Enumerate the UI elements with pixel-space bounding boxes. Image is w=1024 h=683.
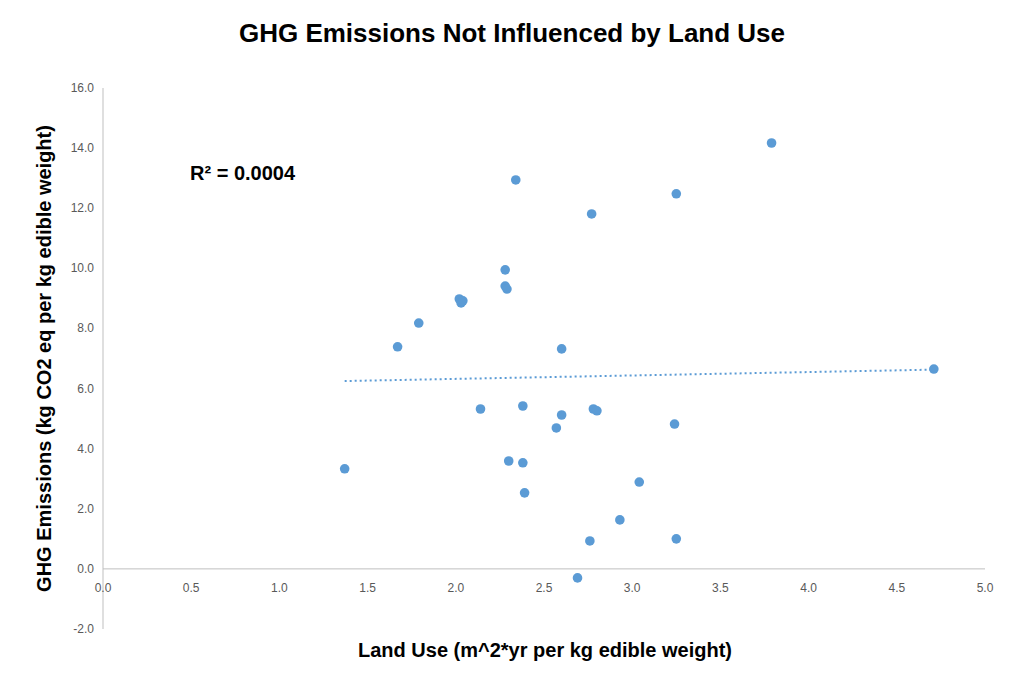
x-tick-label: 0.5 <box>183 581 200 595</box>
point <box>500 265 510 275</box>
point <box>587 209 597 219</box>
point <box>634 477 644 487</box>
point <box>340 464 350 474</box>
point <box>552 423 562 433</box>
x-tick-label: 1.5 <box>359 581 376 595</box>
point <box>557 410 567 420</box>
point <box>592 406 602 416</box>
x-tick-label: 4.0 <box>800 581 817 595</box>
point <box>393 342 403 352</box>
title: GHG Emissions Not Influenced by Land Use <box>239 18 785 48</box>
point <box>458 296 468 306</box>
point <box>502 284 512 294</box>
point <box>672 189 682 199</box>
x-tick-label: 0.0 <box>95 581 112 595</box>
x-tick-label: 1.0 <box>271 581 288 595</box>
x-tick-label: 3.0 <box>624 581 641 595</box>
y-tick-label: 14.0 <box>71 141 95 155</box>
y-tick-label: 10.0 <box>71 261 95 275</box>
y-tick-label: 2.0 <box>77 502 94 516</box>
y-axis-title: GHG Emissions (kg CO2 eq per kg edible w… <box>33 125 55 592</box>
y-tick-label: 16.0 <box>71 81 95 95</box>
point <box>672 534 682 544</box>
x-axis-title: Land Use (m^2*yr per kg edible weight) <box>358 639 732 661</box>
y-tick-label: 4.0 <box>77 442 94 456</box>
point <box>585 536 595 546</box>
point <box>615 515 625 525</box>
y-tick-label: 0.0 <box>77 562 94 576</box>
point <box>476 404 486 414</box>
x-axis-line <box>103 568 985 569</box>
x-tick-label: 5.0 <box>977 581 994 595</box>
point <box>767 138 777 148</box>
point <box>504 456 514 466</box>
trend-line <box>345 370 934 381</box>
chart: GHG Emissions Not Influenced by Land Use… <box>0 0 1024 683</box>
y-tick-label: 6.0 <box>77 382 94 396</box>
point <box>670 419 680 429</box>
point <box>557 344 567 354</box>
x-tick-label: 3.5 <box>712 581 729 595</box>
x-tick-label: 2.0 <box>447 581 464 595</box>
point <box>414 318 424 328</box>
x-tick-label: 2.5 <box>536 581 553 595</box>
y-tick-label: 8.0 <box>77 321 94 335</box>
x-tick-label: 4.5 <box>888 581 905 595</box>
y-axis-line <box>103 88 104 629</box>
plot-area <box>340 138 939 583</box>
point <box>518 458 528 468</box>
y-tick-label: -2.0 <box>73 622 94 636</box>
point <box>573 573 583 583</box>
annotation: R² = 0.0004 <box>190 162 296 184</box>
y-tick-label: 12.0 <box>71 201 95 215</box>
point <box>518 401 528 411</box>
point <box>520 488 530 498</box>
point <box>511 175 521 185</box>
